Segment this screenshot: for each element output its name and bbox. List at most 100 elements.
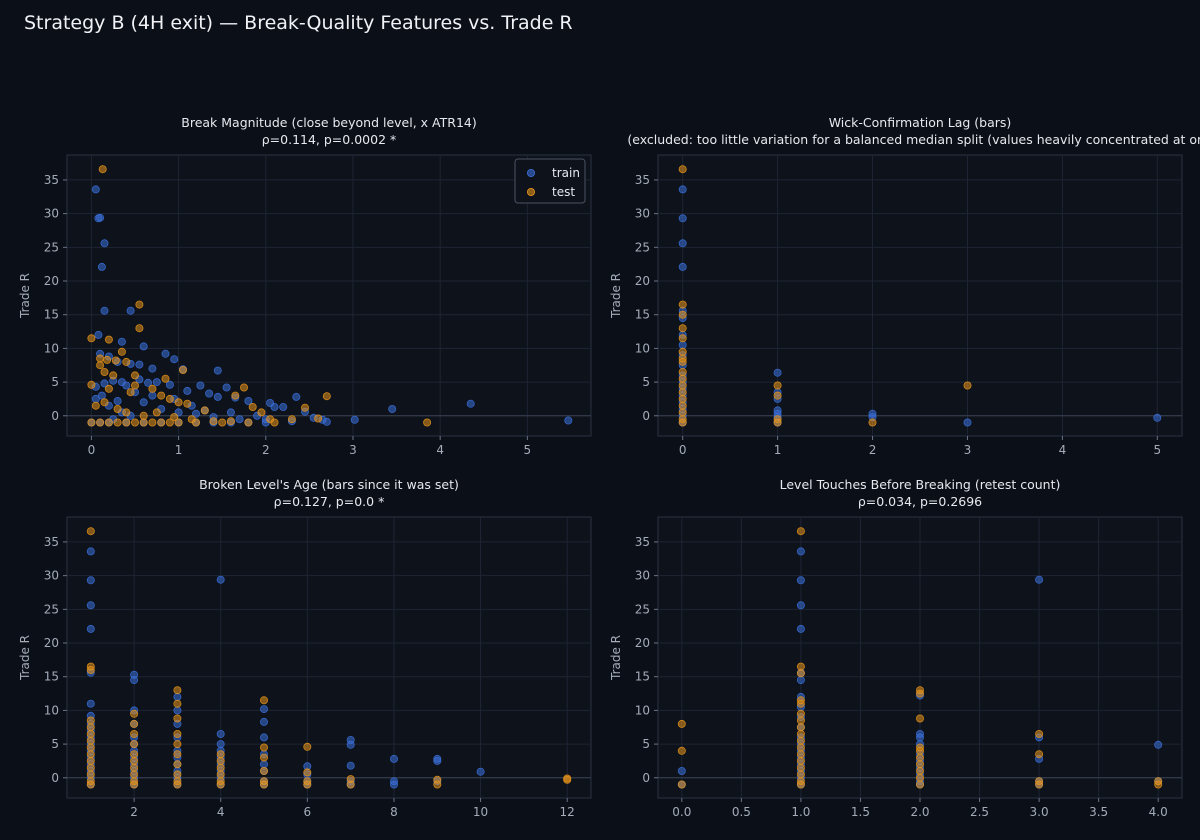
- point-test: [86, 756, 95, 765]
- point-test: [563, 775, 572, 784]
- point-train: [350, 415, 359, 424]
- point-train: [91, 185, 100, 194]
- point-test: [300, 403, 309, 412]
- scatter-panel-1: 0 1 2 3 4 5 0 5 10 15 20 25 30 35 Trade R Break Magnitu…: [18, 115, 592, 457]
- point-train: [86, 547, 95, 556]
- point-test: [796, 699, 805, 708]
- x-tick-label: 12: [560, 805, 575, 819]
- point-test: [104, 335, 113, 344]
- point-test: [91, 401, 100, 410]
- point-test: [157, 418, 166, 427]
- point-train: [1153, 413, 1162, 422]
- point-train: [113, 396, 122, 405]
- scatter-panel-4: 0.0 0.5 1.0 1.5 2.0 2.5 3.0 3.5 4.0 0 5 10 15 20 25 30 3…: [609, 477, 1183, 819]
- x-tick-label: 0.5: [732, 805, 751, 819]
- point-test: [173, 699, 182, 708]
- point-test: [174, 418, 183, 427]
- x-tick-label: 4: [217, 805, 225, 819]
- point-train: [226, 408, 235, 417]
- y-tick-label: 25: [635, 240, 650, 254]
- point-test: [796, 756, 805, 765]
- point-test: [287, 415, 296, 424]
- point-test: [678, 357, 687, 366]
- point-train: [216, 730, 225, 739]
- x-tick-label: 4.0: [1149, 805, 1168, 819]
- point-test: [259, 696, 268, 705]
- point-train: [126, 306, 135, 315]
- y-tick-label: 35: [44, 535, 59, 549]
- point-train: [100, 306, 109, 315]
- point-test: [86, 716, 95, 725]
- point-test: [86, 666, 95, 675]
- y-tick-label: 15: [635, 670, 650, 684]
- point-train: [1154, 740, 1163, 749]
- x-tick-label: 4: [436, 443, 444, 457]
- point-train: [86, 624, 95, 633]
- point-test: [216, 780, 225, 789]
- legend-label-train: train: [552, 166, 580, 180]
- y-tick-label: 30: [635, 569, 650, 583]
- point-train: [100, 379, 109, 388]
- point-test: [161, 374, 170, 383]
- panel-title: Broken Level's Age (bars since it was se…: [199, 477, 459, 492]
- point-test: [1035, 730, 1044, 739]
- point-test: [130, 719, 139, 728]
- x-tick-label: 10: [473, 805, 488, 819]
- x-tick-label: 2.0: [910, 805, 929, 819]
- x-tick-label: 5: [524, 443, 532, 457]
- x-tick-label: 1: [175, 443, 183, 457]
- point-train: [346, 740, 355, 749]
- point-test: [773, 381, 782, 390]
- point-train: [1035, 575, 1044, 584]
- legend: train test: [514, 158, 586, 204]
- point-test: [157, 391, 166, 400]
- point-train: [148, 391, 157, 400]
- point-test: [173, 780, 182, 789]
- point-test: [139, 411, 148, 420]
- point-train: [678, 239, 687, 248]
- point-test: [86, 723, 95, 732]
- point-test: [109, 371, 118, 380]
- point-test: [218, 418, 227, 427]
- point-test: [678, 388, 687, 397]
- x-tick-label: 1.5: [851, 805, 870, 819]
- y-tick-label: 35: [635, 535, 650, 549]
- point-train: [796, 601, 805, 610]
- point-test: [314, 414, 323, 423]
- point-test: [86, 736, 95, 745]
- point-test: [231, 391, 240, 400]
- x-tick-label: 2: [130, 805, 138, 819]
- legend-label-test: test: [552, 185, 575, 199]
- series-test: [677, 527, 1163, 789]
- point-test: [239, 383, 248, 392]
- y-tick-label: 20: [635, 274, 650, 288]
- point-test: [773, 418, 782, 427]
- panel-subtitle: ρ=0.127, p=0.0 *: [274, 494, 385, 509]
- x-tick-label: 1.0: [791, 805, 810, 819]
- point-test: [139, 418, 148, 427]
- point-test: [678, 310, 687, 319]
- y-tick-label: 10: [635, 341, 650, 355]
- point-train: [173, 692, 182, 701]
- point-test: [130, 756, 139, 765]
- y-tick-label: 25: [44, 240, 59, 254]
- point-train: [170, 355, 179, 364]
- y-tick-label: 0: [642, 771, 650, 785]
- point-test: [916, 753, 925, 762]
- legend-marker-train: [527, 168, 536, 177]
- point-test: [148, 418, 157, 427]
- point-train: [86, 601, 95, 610]
- y-tick-label: 10: [44, 341, 59, 355]
- series-test: [86, 527, 572, 789]
- x-tick-label: 1: [774, 443, 782, 457]
- point-train: [388, 404, 397, 413]
- point-test: [796, 716, 805, 725]
- point-test: [87, 334, 96, 343]
- point-test: [270, 418, 279, 427]
- panel-subtitle: ρ=0.114, p=0.0002 *: [262, 132, 397, 147]
- point-test: [259, 743, 268, 752]
- point-test: [226, 417, 235, 426]
- point-train: [94, 330, 103, 339]
- point-train: [97, 391, 106, 400]
- point-test: [111, 356, 120, 365]
